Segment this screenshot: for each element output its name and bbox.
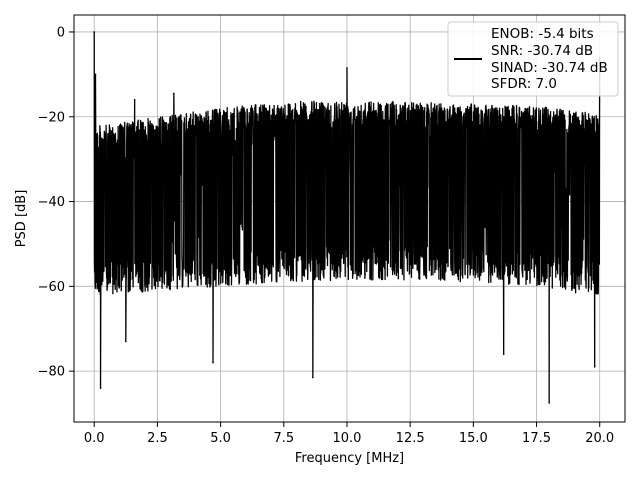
x-tick-label: 2.5 [147,431,168,446]
y-tick-label: −40 [38,195,65,210]
peak-point [93,31,96,33]
dip-point [593,366,596,368]
peak-point [94,73,97,76]
dip-point [99,387,102,389]
dip-point [502,353,505,355]
dip-point [212,361,214,364]
peak-point [133,98,136,101]
y-axis-ticks: 0 −20 −40 −60 −80 [38,25,74,380]
x-axis-label: Frequency [MHz] [295,451,404,466]
legend-entry-snr: SNR: -30.74 dB [491,43,593,59]
y-axis-label: PSD [dB] [14,190,29,248]
peak-point [173,92,175,95]
y-tick-label: −60 [38,280,65,295]
x-tick-label: 20.0 [585,431,614,446]
legend-entry-sfdr: SFDR: 7.0 [491,76,557,92]
dip-point [125,340,127,343]
x-tick-label: 5.0 [210,431,231,446]
x-tick-label: 15.0 [459,431,488,446]
x-tick-label: 12.5 [396,431,425,446]
x-axis-ticks: 0.0 2.5 5.0 7.5 10.0 12.5 15.0 17.5 20.0 [84,422,614,446]
y-tick-label: −80 [38,365,65,380]
x-tick-label: 10.0 [332,431,361,446]
y-tick-label: −20 [38,110,65,125]
y-tick-label: 0 [57,25,65,40]
series-psd [93,31,601,404]
peak-point [346,67,348,69]
dip-point [548,402,550,404]
x-tick-label: 7.5 [273,431,294,446]
legend: ENOB: -5.4 bits SNR: -30.74 dB SINAD: -3… [447,21,619,97]
legend-entry-enob: ENOB: -5.4 bits [491,26,594,42]
plot-frame [73,14,626,423]
x-tick-label: 0.0 [84,431,105,446]
legend-box [447,21,619,97]
dip-point [312,376,314,379]
legend-entry-sinad: SINAD: -30.74 dB [491,60,608,76]
x-tick-label: 17.5 [522,431,551,446]
